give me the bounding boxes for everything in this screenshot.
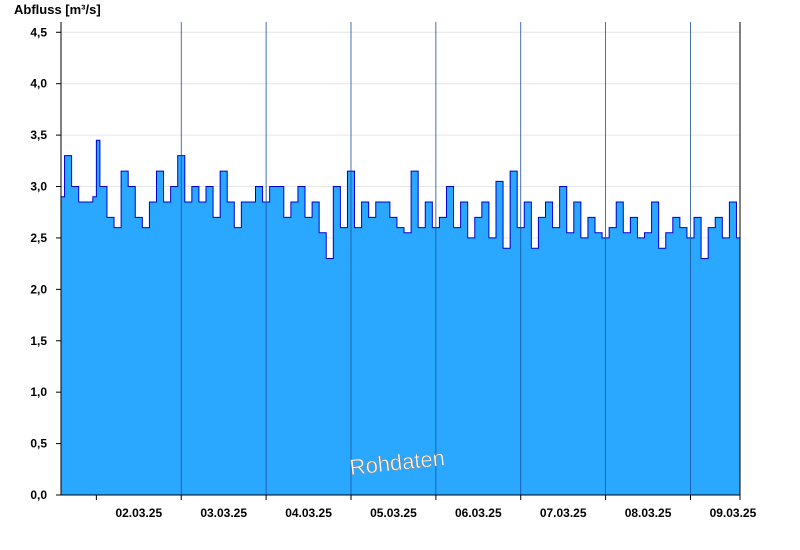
y-tick-label-3: 1,5 (30, 334, 47, 348)
y-tick-label-4: 2,0 (30, 282, 47, 296)
x-tick-label-0: 02.03.25 (115, 506, 162, 520)
y-tick-label-1: 0,5 (30, 437, 47, 451)
discharge-series-line (61, 139, 741, 259)
x-tick-label-2: 04.03.25 (285, 506, 332, 520)
discharge-area-fill (61, 140, 740, 495)
x-axis-ticks: 02.03.25 03.03.25 04.03.25 05.03.25 06.03.25… (95, 495, 757, 520)
y-tick-label-0: 0,0 (30, 488, 47, 502)
y-tick-label-8: 4,0 (30, 77, 47, 91)
x-tick-label-4: 06.03.25 (455, 506, 502, 520)
y-tick-label-6: 3,0 (30, 180, 47, 194)
y-axis-title: Abfluss [m³/s] (14, 2, 101, 17)
y-tick-label-7: 3,5 (30, 128, 47, 142)
y-axis-ticks: 0,0 0,5 1,0 1,5 2,0 2,5 3,0 3,5 4,0 4,5 (30, 25, 61, 502)
x-tick-label-1: 03.03.25 (200, 506, 247, 520)
x-tick-label-3: 05.03.25 (370, 506, 417, 520)
y-tick-label-5: 2,5 (30, 231, 47, 245)
x-tick-label-7: 09.03.25 (710, 506, 757, 520)
x-tick-label-5: 07.03.25 (540, 506, 587, 520)
x-tick-label-6: 08.03.25 (625, 506, 672, 520)
y-tick-label-9: 4,5 (30, 25, 47, 39)
y-tick-label-2: 1,0 (30, 385, 47, 399)
plot-area (61, 139, 741, 495)
axes (60, 22, 741, 496)
day-separators (180, 22, 691, 495)
